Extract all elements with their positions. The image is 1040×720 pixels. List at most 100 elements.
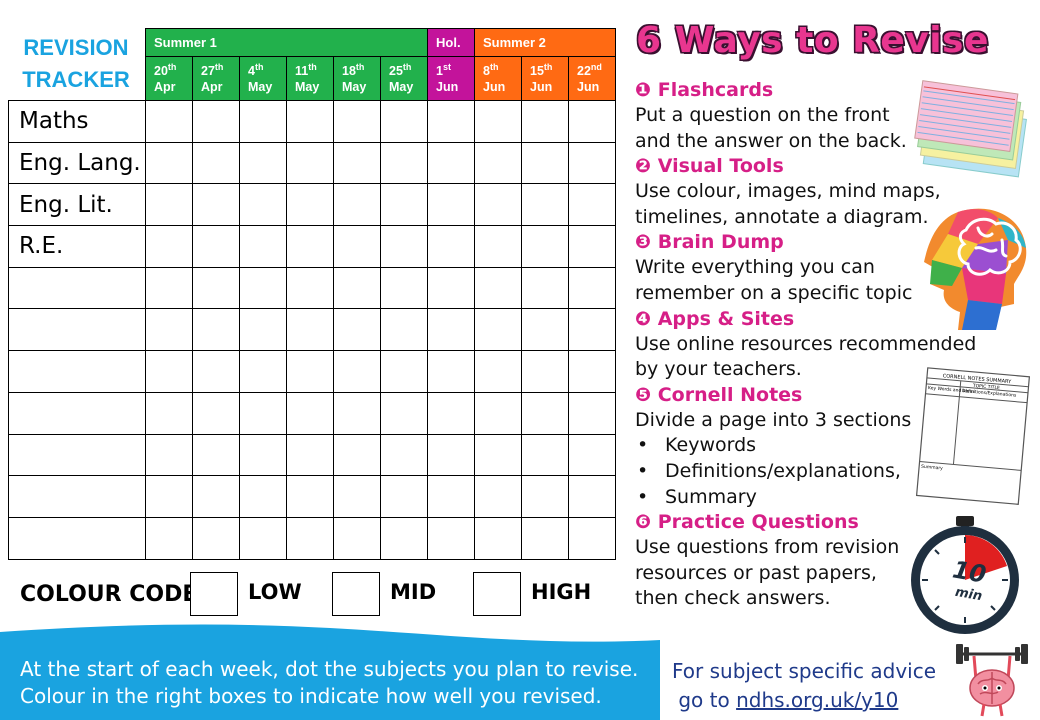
tracker-cell[interactable] [474,183,522,227]
tracker-cell[interactable] [286,391,334,435]
tracker-cell[interactable] [474,350,522,393]
tracker-cell[interactable] [239,225,287,268]
tracker-cell[interactable] [239,141,287,185]
tracker-cell[interactable] [192,141,240,185]
tracker-cell[interactable] [474,391,522,435]
tracker-cell[interactable] [380,100,428,143]
low-colour-box[interactable] [190,572,238,616]
tracker-cell[interactable] [192,516,240,560]
tracker-cell[interactable] [521,141,569,185]
tracker-cell[interactable] [333,350,381,393]
tracker-cell[interactable] [474,225,522,268]
tracker-cell[interactable] [286,225,334,268]
tracker-cell[interactable] [380,266,428,310]
tracker-cell[interactable] [521,516,569,560]
tracker-cell[interactable] [145,183,193,227]
subject-name-cell[interactable]: R.E. [8,225,146,268]
mid-colour-box[interactable] [332,572,380,616]
tracker-cell[interactable] [145,350,193,393]
subject-name-cell[interactable] [8,516,146,560]
tracker-cell[interactable] [427,391,475,435]
tracker-cell[interactable] [145,141,193,185]
tracker-cell[interactable] [568,433,616,477]
tracker-cell[interactable] [474,100,522,143]
tracker-cell[interactable] [380,308,428,352]
tracker-cell[interactable] [427,266,475,310]
tracker-cell[interactable] [427,350,475,393]
tracker-cell[interactable] [145,391,193,435]
tracker-cell[interactable] [474,141,522,185]
tracker-cell[interactable] [192,100,240,143]
tracker-cell[interactable] [145,225,193,268]
tracker-cell[interactable] [568,350,616,393]
tracker-cell[interactable] [333,433,381,477]
tracker-cell[interactable] [192,475,240,518]
tracker-cell[interactable] [427,100,475,143]
tracker-cell[interactable] [521,308,569,352]
tracker-cell[interactable] [474,433,522,477]
tracker-cell[interactable] [380,433,428,477]
tracker-cell[interactable] [333,308,381,352]
tracker-cell[interactable] [286,183,334,227]
tracker-cell[interactable] [521,433,569,477]
tracker-cell[interactable] [192,433,240,477]
tracker-cell[interactable] [380,183,428,227]
tracker-cell[interactable] [427,475,475,518]
tracker-cell[interactable] [192,308,240,352]
tracker-cell[interactable] [380,475,428,518]
tracker-cell[interactable] [521,225,569,268]
subject-name-cell[interactable] [8,266,146,310]
tracker-cell[interactable] [521,183,569,227]
tracker-cell[interactable] [239,391,287,435]
tracker-cell[interactable] [239,475,287,518]
tracker-cell[interactable] [145,308,193,352]
tracker-cell[interactable] [192,266,240,310]
tracker-cell[interactable] [239,433,287,477]
tracker-cell[interactable] [521,350,569,393]
tracker-cell[interactable] [286,475,334,518]
tracker-cell[interactable] [286,433,334,477]
tracker-cell[interactable] [192,183,240,227]
tracker-cell[interactable] [427,516,475,560]
tracker-cell[interactable] [239,183,287,227]
tracker-cell[interactable] [192,391,240,435]
tracker-cell[interactable] [474,516,522,560]
tracker-cell[interactable] [474,266,522,310]
tracker-cell[interactable] [427,225,475,268]
subject-name-cell[interactable]: Maths [8,100,146,143]
tracker-cell[interactable] [145,100,193,143]
tracker-cell[interactable] [333,141,381,185]
tracker-cell[interactable] [333,100,381,143]
subject-name-cell[interactable]: Eng. Lang. [8,141,146,185]
subject-name-cell[interactable] [8,308,146,352]
tracker-cell[interactable] [568,225,616,268]
advice-link[interactable]: ndhs.org.uk/y10 [736,688,899,712]
tracker-cell[interactable] [568,516,616,560]
tracker-cell[interactable] [286,516,334,560]
tracker-cell[interactable] [333,225,381,268]
tracker-cell[interactable] [333,475,381,518]
tracker-cell[interactable] [568,391,616,435]
tracker-cell[interactable] [521,391,569,435]
tracker-cell[interactable] [192,225,240,268]
tracker-cell[interactable] [380,350,428,393]
tracker-cell[interactable] [145,266,193,310]
tracker-cell[interactable] [474,308,522,352]
subject-name-cell[interactable] [8,475,146,518]
tracker-cell[interactable] [239,100,287,143]
tracker-cell[interactable] [521,266,569,310]
tracker-cell[interactable] [568,266,616,310]
tracker-cell[interactable] [427,433,475,477]
subject-name-cell[interactable] [8,350,146,393]
tracker-cell[interactable] [192,350,240,393]
tracker-cell[interactable] [286,308,334,352]
tracker-cell[interactable] [333,183,381,227]
tracker-cell[interactable] [474,475,522,518]
tracker-cell[interactable] [333,391,381,435]
tracker-cell[interactable] [145,475,193,518]
tracker-cell[interactable] [286,350,334,393]
tracker-cell[interactable] [427,141,475,185]
tracker-cell[interactable] [239,308,287,352]
tracker-cell[interactable] [380,516,428,560]
tracker-cell[interactable] [286,266,334,310]
